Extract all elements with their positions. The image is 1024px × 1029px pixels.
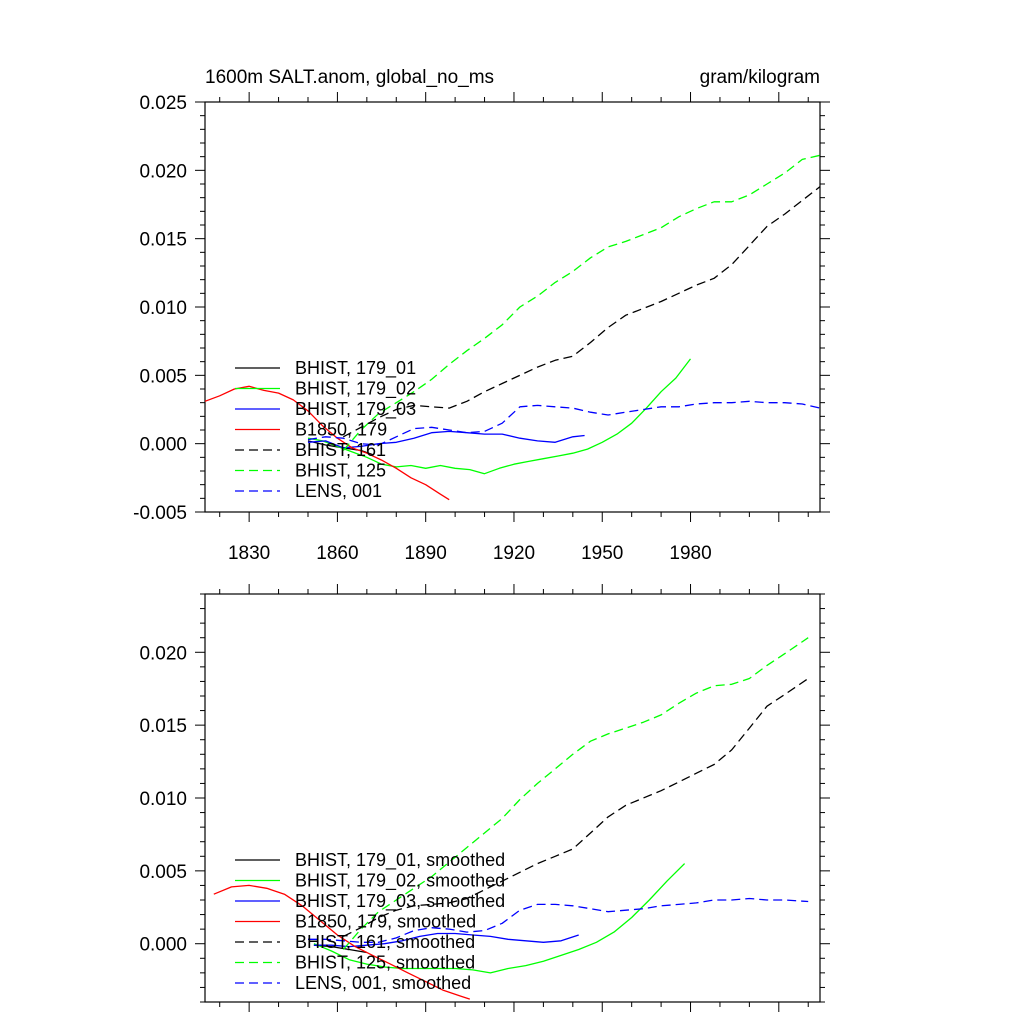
legend-label-4: BHIST, 161 — [295, 440, 386, 460]
legend-label-6: LENS, 001, smoothed — [295, 973, 471, 993]
series-line-5 — [342, 637, 809, 950]
series-line-2 — [313, 932, 579, 948]
legend-label-3: B1850, 179 — [295, 420, 387, 440]
legend-label-4: BHIST, 161, smoothed — [295, 932, 475, 952]
series-line-0 — [313, 944, 367, 954]
y-tick-label: 0.010 — [139, 298, 187, 319]
legend-label-5: BHIST, 125 — [295, 461, 386, 481]
top-panel: 1600m SALT.anom, global_no_ms gram/kilog… — [133, 67, 830, 564]
legend-label-0: BHIST, 179_01 — [295, 358, 416, 379]
y-tick-label: 0.010 — [139, 789, 187, 810]
x-tick-label: 1980 — [669, 543, 711, 564]
legend-label-3: B1850, 179, smoothed — [295, 912, 476, 932]
x-tick-label: 1920 — [493, 543, 535, 564]
series-line-1 — [313, 863, 686, 974]
y-tick-label: 0.015 — [139, 230, 187, 251]
legend-label-6: LENS, 001 — [295, 481, 382, 501]
series-group — [213, 637, 809, 1000]
legend-label-5: BHIST, 125, smoothed — [295, 953, 475, 973]
x-tick-label: 1950 — [581, 543, 623, 564]
series-line-6 — [307, 400, 820, 446]
y-tick-label: 0.020 — [139, 643, 187, 664]
series-line-3 — [213, 884, 471, 1000]
y-tick-label: 0.025 — [139, 93, 187, 114]
x-tick-label: 1830 — [228, 543, 270, 564]
series-line-2 — [307, 430, 585, 449]
x-tick-label: 1890 — [405, 543, 447, 564]
y-tick-label: 0.020 — [139, 161, 187, 182]
series-line-4 — [342, 186, 820, 438]
top-panel-title-right: gram/kilogram — [700, 67, 820, 88]
series-group — [205, 154, 820, 501]
series-line-1 — [307, 358, 692, 475]
y-tick-label: 0.015 — [139, 716, 187, 737]
y-tick-label: -0.005 — [133, 503, 187, 524]
y-tick-label: 0.005 — [139, 366, 187, 387]
legend-label-1: BHIST, 179_02, smoothed — [295, 871, 505, 892]
y-tick-label: 0.005 — [139, 862, 187, 883]
legend-label-1: BHIST, 179_02 — [295, 379, 416, 400]
y-tick-label: 0.000 — [139, 935, 187, 956]
bottom-panel: 0.000 0.005 0.010 0.015 0.020 BHIST, 179_01, … — [139, 584, 830, 1012]
y-tick-label: 0.000 — [139, 435, 187, 456]
legend-label-2: BHIST, 179_03 — [295, 399, 416, 420]
legend-label-2: BHIST, 179_03, smoothed — [295, 891, 505, 912]
series-line-6 — [308, 897, 809, 943]
x-tick-label: 1860 — [316, 543, 358, 564]
series-line-5 — [342, 154, 820, 451]
legend-label-0: BHIST, 179_01, smoothed — [295, 850, 505, 871]
top-panel-title-left: 1600m SALT.anom, global_no_ms — [205, 67, 494, 88]
series-line-3 — [205, 385, 450, 501]
